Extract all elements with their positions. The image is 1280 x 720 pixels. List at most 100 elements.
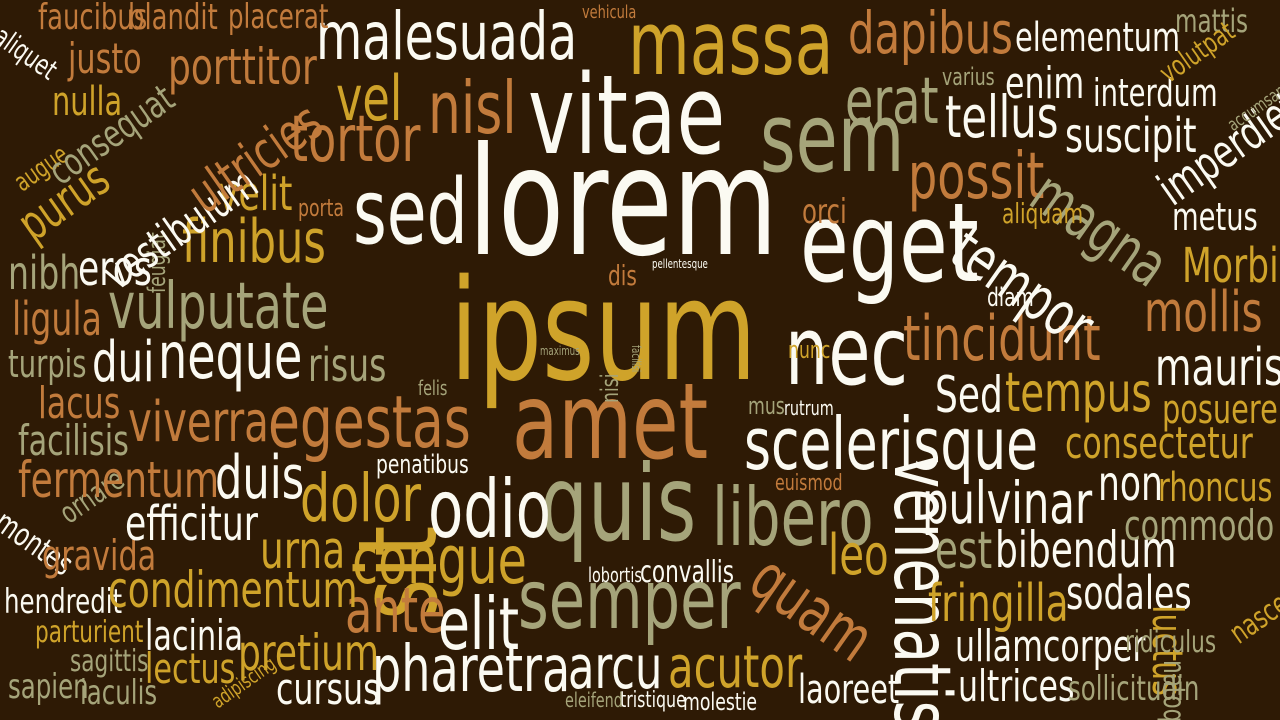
cloud-word: mattis — [1175, 2, 1249, 40]
cloud-word: sollicitudin — [1068, 669, 1200, 709]
cloud-word: arcu — [568, 633, 663, 703]
cloud-word: commodo — [1124, 501, 1275, 550]
cloud-word: lacus — [38, 378, 121, 429]
cloud-word: nascetur — [1223, 568, 1280, 652]
cloud-word: nec — [785, 297, 909, 407]
cloud-word: duis — [215, 443, 305, 513]
cloud-word: neque — [158, 320, 303, 394]
cloud-word: orci — [802, 192, 847, 232]
cloud-word: cursus — [276, 664, 380, 715]
cloud-word: mus — [748, 392, 785, 420]
cloud-word: porttitor — [168, 38, 317, 96]
cloud-word: gravida — [42, 531, 157, 580]
cloud-word: ligula — [12, 292, 102, 346]
cloud-word: maximus — [540, 344, 580, 358]
cloud-word: ultrices — [958, 661, 1075, 712]
cloud-word: penatibus — [376, 450, 469, 480]
cloud-word: elit — [438, 582, 520, 666]
cloud-word: tristique — [620, 688, 686, 713]
cloud-word: diam — [987, 283, 1034, 313]
cloud-word: sem — [760, 84, 905, 194]
cloud-word: varius — [942, 63, 995, 91]
cloud-word: erat — [845, 65, 939, 139]
cloud-word: suscipit — [1065, 108, 1197, 164]
cloud-word: lectus — [145, 644, 236, 693]
cloud-word: dui — [92, 330, 155, 395]
cloud-word: molestie — [683, 688, 758, 716]
cloud-word: velit — [218, 166, 293, 222]
cloud-word: faucibus — [38, 0, 148, 38]
cloud-word: metus — [1172, 195, 1258, 239]
cloud-word: dapibus — [848, 0, 1013, 67]
cloud-word: viverra — [128, 390, 269, 455]
cloud-word: tellus — [945, 83, 1059, 151]
cloud-word: eget — [800, 179, 979, 307]
cloud-word: pretium — [238, 624, 380, 682]
cloud-word: posuere — [1162, 387, 1278, 433]
cloud-word: pellentesque — [652, 257, 708, 271]
cloud-word: natoque — [1156, 660, 1191, 720]
cloud-word: euismod — [775, 471, 843, 496]
cloud-word: acutor — [668, 633, 803, 701]
cloud-word: possit — [908, 140, 1045, 214]
cloud-word: sed — [353, 160, 468, 265]
cloud-word: justo — [68, 34, 142, 83]
cloud-word: egestas — [268, 380, 471, 464]
cloud-word: ipsum — [450, 250, 757, 413]
cloud-word: libero — [712, 471, 874, 564]
cloud-word: placerat — [228, 0, 329, 37]
cloud-word: aliquam — [1002, 197, 1084, 230]
cloud-word: convallis — [640, 555, 735, 590]
cloud-word: malesuada — [316, 0, 578, 75]
cloud-word: sagittis — [70, 644, 149, 679]
cloud-word: quis — [540, 443, 697, 565]
cloud-word: eros — [78, 241, 152, 297]
cloud-word: lacinia — [145, 611, 244, 660]
cloud-word: sapien — [8, 667, 89, 707]
cloud-word: iaculis — [80, 673, 158, 713]
cloud-word: lobortis — [588, 563, 642, 587]
cloud-word: mollis — [1144, 280, 1263, 345]
cloud-word: nisi — [596, 373, 624, 403]
cloud-word: hendredit — [4, 582, 123, 622]
cloud-word: pharetra — [372, 633, 571, 707]
cloud-word: leo — [828, 523, 889, 588]
cloud-word: amet — [512, 361, 709, 483]
cloud-word: consectetur — [1065, 418, 1253, 469]
cloud-word: nulla — [52, 79, 123, 125]
cloud-word: urna — [260, 521, 346, 581]
cloud-word: bibendum — [995, 521, 1177, 579]
cloud-word: ante — [345, 574, 446, 647]
cloud-word: vel — [336, 62, 403, 135]
cloud-word: scelerisque — [744, 402, 1039, 486]
cloud-word: condimentum — [108, 561, 358, 619]
cloud-word: massa — [628, 0, 834, 95]
cloud-word: nisl — [428, 66, 517, 150]
cloud-word: mauris — [1155, 338, 1280, 398]
cloud-word: fermentum — [18, 451, 220, 509]
cloud-word: Sed — [935, 366, 1003, 424]
cloud-word: dis — [608, 259, 637, 292]
cloud-word: eleifend — [565, 688, 623, 712]
cloud-word: est — [935, 521, 993, 581]
cloud-word: felis — [418, 376, 448, 400]
cloud-word: porta — [298, 194, 345, 222]
cloud-word: enim — [1005, 58, 1085, 109]
cloud-word: congue — [352, 522, 527, 599]
cloud-word: lorem — [468, 116, 778, 290]
cloud-word: semper — [518, 553, 741, 648]
cloud-word: rutrum — [784, 396, 834, 420]
cloud-word: tempus — [1005, 361, 1152, 424]
cloud-word: non — [1098, 456, 1163, 512]
cloud-word: elementum — [1015, 15, 1181, 61]
cloud-word: laoreet — [798, 667, 900, 713]
cloud-word: nibh — [8, 246, 81, 300]
cloud-word: nunc — [788, 336, 831, 364]
cloud-word: vulputate — [108, 270, 329, 344]
cloud-word: interdum — [1093, 71, 1218, 115]
cloud-word: pulvinar — [922, 469, 1093, 537]
cloud-word: fringilla — [928, 574, 1069, 634]
cloud-word: efficitur — [125, 496, 258, 552]
cloud-word: facilisis — [18, 416, 129, 465]
